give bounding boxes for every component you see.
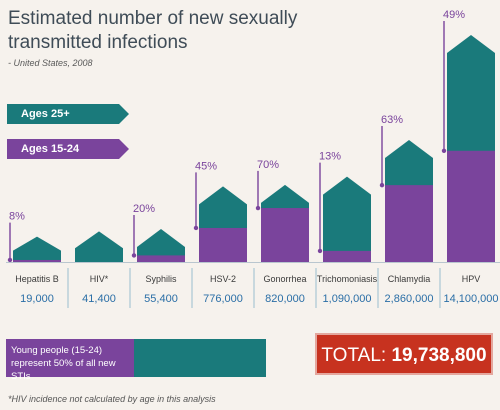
value-label-chlamydia: 2,860,000 — [385, 293, 434, 305]
bar-hepatitis-b — [13, 236, 61, 262]
value-label-hsv-2: 776,000 — [203, 293, 243, 305]
footnote: *HIV incidence not calculated by age in … — [8, 394, 216, 404]
category-label-trichomoniasis: Trichomoniasis — [317, 274, 378, 284]
category-label-chlamydia: Chlamydia — [388, 274, 431, 284]
bar-youth-hsv-2 — [199, 227, 247, 262]
youth-share-label-hepatitis-b: 8% — [9, 211, 25, 223]
value-label-syphilis: 55,400 — [144, 293, 178, 305]
callout-dot-syphilis — [131, 253, 137, 258]
callout-dot-hpv — [441, 148, 447, 153]
youth-share-label-trichomoniasis: 13% — [319, 151, 341, 163]
callout-dot-chlamydia — [379, 182, 385, 188]
youth-share-label-hpv: 49% — [443, 9, 465, 21]
youth-share-label-syphilis: 20% — [133, 203, 155, 215]
value-label-hiv: 41,400 — [82, 293, 116, 305]
young-people-note: Young people (15-24) represent 50% of al… — [6, 339, 134, 382]
category-label-syphilis: Syphilis — [145, 274, 177, 284]
category-label-hpv: HPV — [462, 274, 481, 284]
bar-youth-gonorrhea — [261, 208, 309, 262]
legend-ages-25-plus-label: Ages 25+ — [21, 108, 70, 120]
value-label-hpv: 14,100,000 — [443, 293, 498, 305]
legend-ages-15-24-label: Ages 15-24 — [21, 143, 80, 155]
bar-youth-hpv — [447, 150, 495, 262]
category-label-hiv: HIV* — [90, 274, 109, 284]
total-value: 19,738,800 — [391, 345, 487, 366]
value-label-trichomoniasis: 1,090,000 — [323, 293, 372, 305]
callout-dot-hepatitis-b — [7, 257, 13, 263]
legend-arrow-purple — [119, 139, 129, 159]
youth-share-label-chlamydia: 63% — [381, 114, 403, 126]
chart-title: Estimated number of new sexually transmi… — [8, 8, 298, 53]
bar-youth-trichomoniasis — [323, 250, 371, 262]
value-label-gonorrhea: 820,000 — [265, 293, 305, 305]
callout-dot-hsv-2 — [193, 225, 199, 231]
chart-subtitle: - United States, 2008 — [8, 58, 93, 68]
bar-youth-hepatitis-b — [13, 259, 61, 262]
youth-share-label-hsv-2: 45% — [195, 160, 217, 172]
legend-arrow-teal — [119, 104, 129, 124]
legend-ages-25-plus: Ages 25+ — [7, 104, 129, 124]
category-label-hsv-2: HSV-2 — [210, 274, 236, 284]
total-box: TOTAL: 19,738,800 — [315, 333, 493, 375]
legend-ages-15-24: Ages 15-24 — [7, 139, 129, 159]
callout-dot-gonorrhea — [255, 205, 261, 211]
bar-trichomoniasis — [323, 176, 371, 262]
youth-share-label-gonorrhea: 70% — [257, 159, 279, 171]
value-label-hepatitis-b: 19,000 — [20, 293, 54, 305]
category-label-hepatitis-b: Hepatitis B — [15, 274, 59, 284]
bar-syphilis — [137, 229, 185, 262]
bar-chart: 8% Hepatitis B 19,000 HIV* 41,400 20% Syphilis… — [6, 9, 500, 308]
young-people-bar: Young people (15-24) represent 50% of al… — [6, 339, 266, 382]
bar-hiv — [75, 231, 123, 262]
callout-dot-trichomoniasis — [317, 248, 323, 254]
bar-youth-syphilis — [137, 255, 185, 262]
bar-youth-chlamydia — [385, 185, 433, 262]
category-label-gonorrhea: Gonorrhea — [263, 274, 306, 284]
total-label: TOTAL: — [321, 345, 387, 366]
